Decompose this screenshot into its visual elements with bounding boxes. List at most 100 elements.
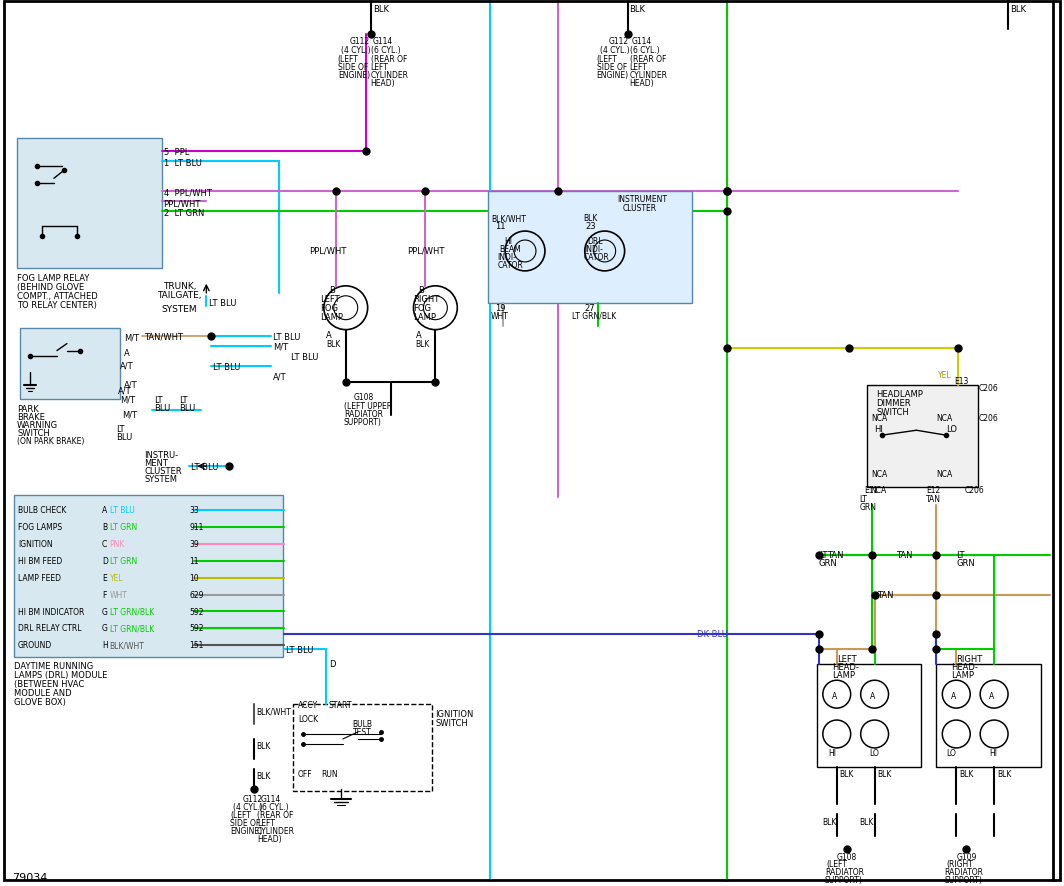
Text: A: A	[951, 691, 957, 700]
Text: SYSTEM: SYSTEM	[162, 305, 197, 314]
Text: CLUSTER: CLUSTER	[622, 204, 656, 213]
Text: TAN: TAN	[897, 550, 913, 559]
Text: SUPPORT): SUPPORT)	[344, 418, 382, 427]
Text: BLK: BLK	[821, 817, 836, 826]
Text: FOG LAMP RELAY: FOG LAMP RELAY	[17, 274, 89, 283]
Text: (6 CYL.): (6 CYL.)	[370, 46, 400, 55]
Text: RUN: RUN	[321, 769, 337, 778]
Text: BULB: BULB	[353, 719, 372, 728]
Text: 19: 19	[495, 303, 505, 313]
Text: RIGHT: RIGHT	[414, 294, 439, 303]
Text: (REAR OF: (REAR OF	[630, 55, 666, 64]
Bar	[17, 139, 162, 268]
Text: TAN: TAN	[877, 590, 893, 599]
Text: LEFT: LEFT	[836, 655, 857, 664]
Text: (LEFT: (LEFT	[597, 55, 617, 64]
Text: SUPPORT): SUPPORT)	[825, 875, 863, 884]
Text: BLK: BLK	[878, 769, 892, 778]
Text: LT: LT	[957, 550, 965, 559]
Text: NCA: NCA	[870, 486, 887, 494]
Text: HI: HI	[828, 748, 836, 757]
Text: (RIGHT: (RIGHT	[946, 859, 974, 868]
Text: INSTRUMENT: INSTRUMENT	[617, 195, 667, 204]
Text: HI BM FEED: HI BM FEED	[18, 556, 63, 565]
Text: (LEFT: (LEFT	[827, 859, 848, 868]
Text: INDI-: INDI-	[497, 253, 516, 261]
Text: DAYTIME RUNNING: DAYTIME RUNNING	[14, 662, 94, 671]
Text: LT: LT	[116, 424, 124, 434]
Text: GROUND: GROUND	[18, 641, 52, 649]
Text: A: A	[102, 505, 107, 515]
Text: PARK: PARK	[17, 405, 39, 414]
Text: 2  LT GRN: 2 LT GRN	[164, 209, 204, 218]
Text: LT: LT	[860, 494, 867, 503]
Text: A/T: A/T	[273, 372, 286, 381]
Text: A/T: A/T	[123, 380, 137, 389]
Text: (LEFT UPPER: (LEFT UPPER	[344, 402, 392, 411]
Text: LT GRN/BLK: LT GRN/BLK	[110, 607, 154, 616]
Text: LT BLU: LT BLU	[213, 362, 240, 371]
Text: SIDE OF: SIDE OF	[337, 63, 368, 72]
Text: TAN/WHT: TAN/WHT	[144, 332, 183, 341]
Text: BLK: BLK	[583, 214, 597, 223]
Text: PPL/WHT: PPL/WHT	[408, 246, 445, 256]
Text: A: A	[326, 330, 332, 339]
Text: CATOR: CATOR	[497, 260, 522, 269]
Bar	[936, 664, 1041, 767]
Text: LT: LT	[154, 396, 163, 405]
Text: 11: 11	[189, 556, 199, 565]
Text: NCA: NCA	[871, 414, 887, 423]
Text: ENGINE): ENGINE)	[597, 71, 629, 80]
Bar	[867, 386, 978, 487]
Text: DRL: DRL	[586, 237, 602, 245]
Text: M/T: M/T	[119, 395, 135, 404]
Text: HEAD): HEAD)	[630, 79, 654, 88]
Text: (LEFT: (LEFT	[230, 810, 251, 819]
Text: LT BLU: LT BLU	[192, 462, 219, 471]
Text: 151: 151	[189, 641, 204, 649]
Text: LAMP: LAMP	[320, 313, 343, 322]
Text: (4 CYL.): (4 CYL.)	[233, 802, 263, 811]
Text: HI: HI	[504, 237, 512, 245]
Text: SIDE OF: SIDE OF	[597, 63, 627, 72]
Text: D: D	[329, 659, 335, 669]
Text: LEFT: LEFT	[370, 63, 388, 72]
Text: B: B	[418, 285, 425, 294]
Bar	[817, 664, 921, 767]
Text: MODULE AND: MODULE AND	[14, 688, 71, 697]
Text: BLK: BLK	[415, 339, 430, 348]
Text: LT: LT	[819, 550, 828, 559]
Text: CYLINDER: CYLINDER	[257, 826, 295, 835]
Text: TO RELAY CENTER): TO RELAY CENTER)	[17, 300, 97, 309]
Text: LT: LT	[180, 396, 188, 405]
Text: BLK: BLK	[997, 769, 1012, 778]
Text: DK BLU: DK BLU	[697, 630, 728, 639]
Text: BLU: BLU	[116, 432, 132, 442]
Text: BLK: BLK	[630, 5, 646, 14]
Text: IGNITION: IGNITION	[18, 540, 53, 548]
Text: G108: G108	[836, 851, 857, 860]
Text: (4 CYL.): (4 CYL.)	[600, 46, 629, 55]
Text: LOCK: LOCK	[298, 714, 318, 723]
Text: PPL/WHT: PPL/WHT	[309, 246, 346, 256]
Text: GRN: GRN	[819, 558, 837, 567]
Text: A: A	[990, 691, 995, 700]
Text: YEL: YEL	[938, 371, 952, 380]
Text: LAMP: LAMP	[414, 313, 436, 322]
Text: (REAR OF: (REAR OF	[257, 810, 294, 819]
Text: IGNITION: IGNITION	[435, 710, 473, 719]
Text: BLK: BLK	[839, 769, 854, 778]
Text: G114: G114	[632, 37, 652, 46]
Text: 629: 629	[189, 590, 204, 599]
Text: G112: G112	[609, 37, 629, 46]
Text: (ON PARK BRAKE): (ON PARK BRAKE)	[17, 437, 84, 446]
Text: (LEFT: (LEFT	[337, 55, 359, 64]
Text: G: G	[102, 607, 107, 616]
Text: BLK: BLK	[960, 769, 974, 778]
Text: CLUSTER: CLUSTER	[145, 467, 182, 476]
Text: TAN: TAN	[927, 494, 942, 503]
Text: G: G	[102, 624, 107, 633]
Text: BLK/WHT: BLK/WHT	[256, 706, 290, 715]
Text: 592: 592	[189, 607, 204, 616]
Text: FOG: FOG	[320, 303, 338, 313]
